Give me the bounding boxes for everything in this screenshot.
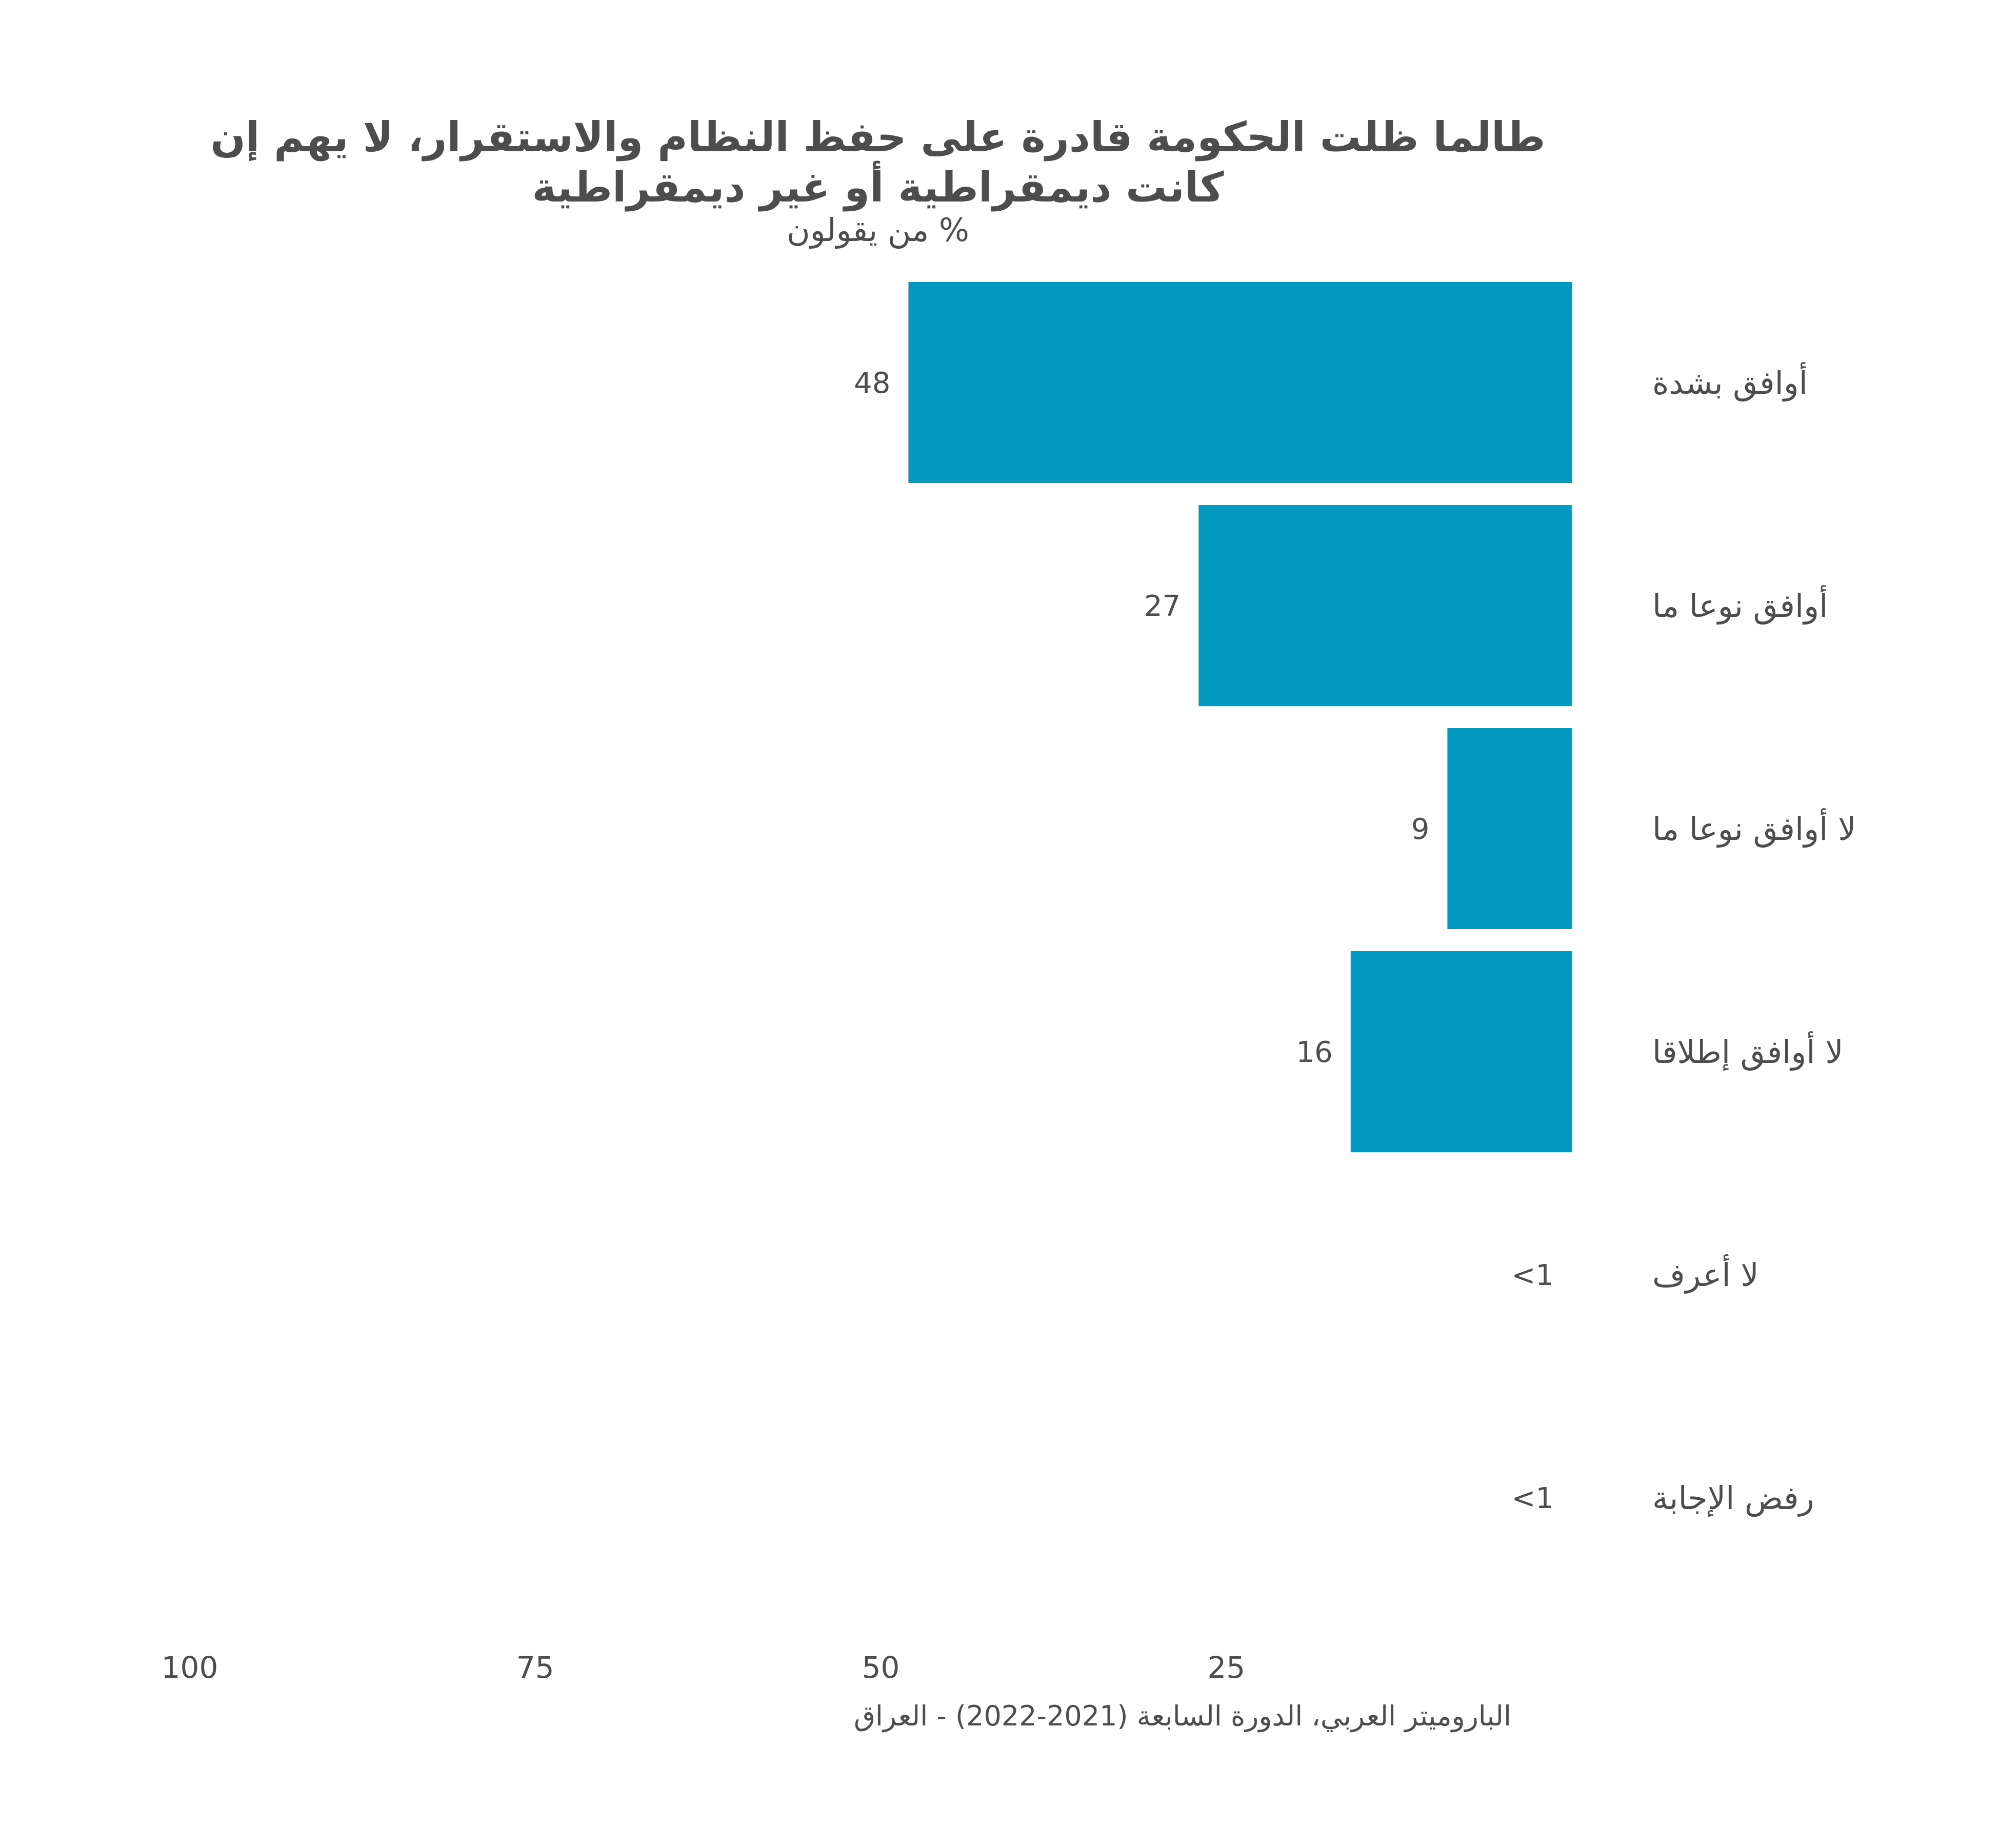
- bar-0: [908, 282, 1572, 483]
- bar-3: [1350, 951, 1572, 1152]
- value-label-2: 9: [1411, 813, 1430, 846]
- chart-title-line-1: طالما ظلت الحكومة قادرة على حفظ النظام و…: [211, 113, 1546, 162]
- chart-subtitle: % من يقولون: [787, 211, 969, 249]
- category-label-1: أوافق نوعا ما: [1652, 585, 1828, 625]
- category-label-0: أوافق بشدة: [1652, 362, 1808, 401]
- value-label-3: 16: [1296, 1036, 1333, 1069]
- value-labels-group: 48 27 9 16 <1 <1: [854, 367, 1554, 1515]
- category-label-3: لا أوافق إطلاقا: [1652, 1031, 1844, 1071]
- value-label-4: <1: [1511, 1259, 1554, 1292]
- chart-title-line-2: كانت ديمقراطية أو غير ديمقراطية: [532, 161, 1224, 212]
- bars-group: [908, 282, 1572, 1152]
- source-note: الباروميتر العربي، الدورة السابعة (2021-…: [854, 1700, 1511, 1732]
- category-label-2: لا أوافق نوعا ما: [1652, 808, 1856, 848]
- x-tick-label-75: 75: [516, 1650, 554, 1685]
- value-label-1: 27: [1144, 590, 1181, 623]
- x-tick-label-50: 50: [862, 1650, 900, 1685]
- value-label-5: <1: [1511, 1482, 1554, 1515]
- category-label-4: لا أعرف: [1652, 1254, 1759, 1294]
- category-label-5: رفض الإجابة: [1652, 1479, 1814, 1517]
- bar-2: [1447, 728, 1572, 929]
- x-axis-ticks: 25 50 75 100: [162, 1650, 1246, 1685]
- value-label-0: 48: [854, 367, 890, 400]
- x-tick-label-25: 25: [1207, 1650, 1245, 1685]
- bar-1: [1198, 505, 1572, 706]
- category-labels-group: أوافق بشدة أوافق نوعا ما لا أوافق نوعا ما ل…: [1652, 362, 1856, 1517]
- x-tick-label-100: 100: [162, 1650, 218, 1685]
